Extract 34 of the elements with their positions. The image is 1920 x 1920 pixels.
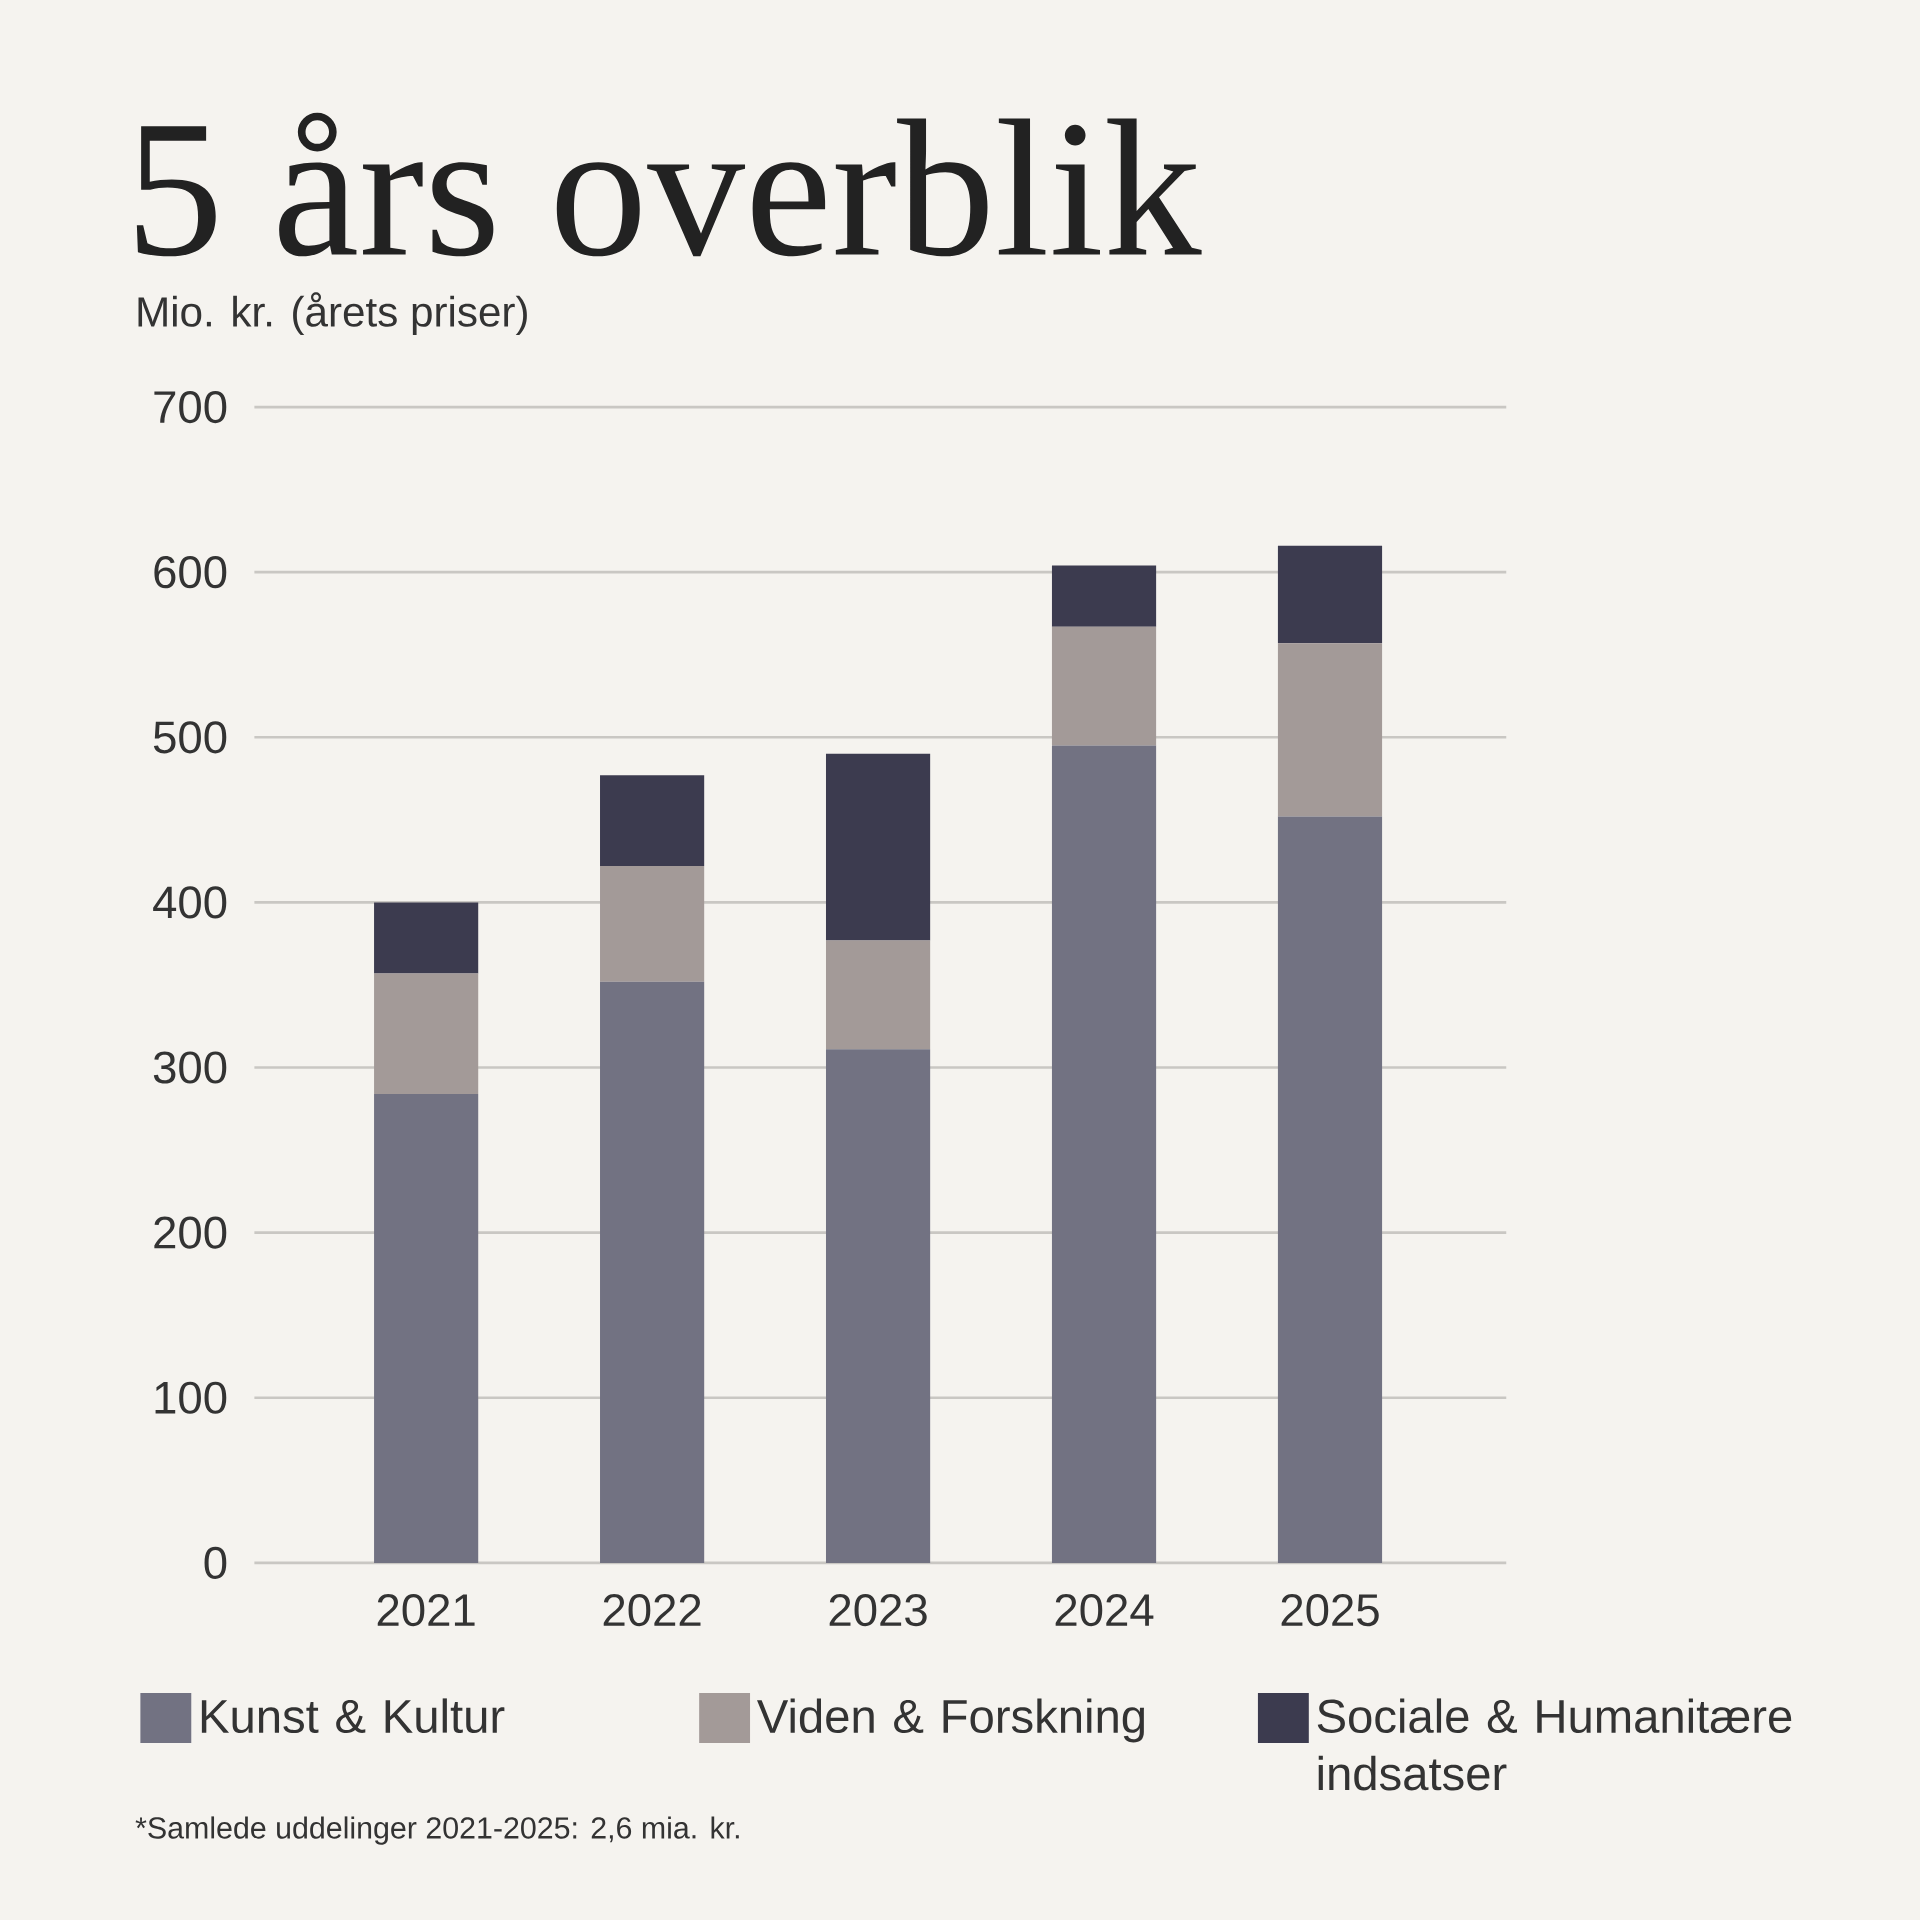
bar: [825, 753, 931, 941]
x-tick-label: 2021: [377, 1594, 475, 1627]
y-tick-label: 600: [154, 556, 227, 589]
x-tick-label: 2024: [1055, 1594, 1154, 1627]
x-tick-label: 2022: [603, 1594, 701, 1627]
bar: [374, 1093, 479, 1563]
y-tick-label: 500: [153, 721, 227, 754]
y-tick-label: 400: [153, 886, 227, 919]
bar: [374, 902, 479, 974]
bar: [374, 973, 479, 1094]
legend-label: Kunst & Kultur: [201, 1698, 505, 1734]
y-tick-label: 100: [155, 1381, 227, 1414]
y-tick-label: 300: [153, 1051, 227, 1084]
y-axis-title: Mio. kr. (årets priser): [138, 292, 527, 336]
y-tick-label: 700: [154, 390, 227, 424]
x-tick-label: 2023: [829, 1594, 927, 1627]
bar: [600, 866, 705, 982]
bar: [825, 1049, 931, 1563]
bar: [600, 775, 705, 867]
bar: [1051, 626, 1157, 746]
bar: [1051, 745, 1157, 1563]
legend-label: Viden & Forskning: [757, 1698, 1145, 1743]
bar: [825, 940, 931, 1050]
x-tick-label: 2025: [1281, 1594, 1379, 1627]
y-tick-label: 0: [204, 1546, 227, 1579]
bar: [1277, 545, 1383, 644]
legend-label: Sociale & Humanitære indsatser: [1317, 1698, 1792, 1791]
text: *Samlede uddelinger 2021-2025: 2,6 mia. kr.: [135, 1816, 739, 1845]
y-tick-label: 200: [154, 1216, 227, 1249]
bar: [600, 981, 705, 1563]
bar: [1051, 565, 1157, 627]
bar: [1277, 643, 1383, 817]
chart-title: 5 års overblik: [136, 112, 1202, 257]
bar: [1277, 816, 1383, 1563]
